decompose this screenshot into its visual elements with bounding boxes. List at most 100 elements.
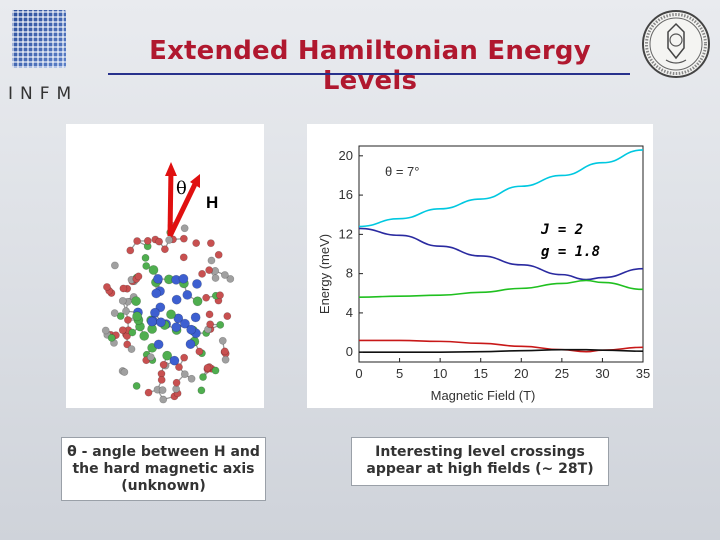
molecule-atom <box>197 386 206 395</box>
g-annotation: g = 1.8 <box>541 244 600 260</box>
energy-levels-chart: 0 5 10 15 20 25 30 35 0 4 8 12 16 20 θ = 7° J = 2 g =… <box>317 145 650 403</box>
molecule-atom <box>180 224 189 233</box>
molecule-atom <box>220 271 229 279</box>
molecule-atom <box>162 350 173 361</box>
crossings-caption-line-2: appear at high fields (~ 28T) <box>366 461 594 477</box>
molecule-atom <box>101 326 110 335</box>
y-axis-label: Energy (meV) <box>317 234 332 314</box>
molecule-atom <box>169 355 180 366</box>
molecule-atom <box>118 296 127 305</box>
molecule-atom <box>165 236 174 244</box>
y-tick-label: 4 <box>346 305 353 320</box>
chart-plot-area <box>358 145 644 363</box>
university-seal-icon <box>642 10 710 78</box>
molecule-atom <box>103 283 111 291</box>
x-axis-label: Magnetic Field (T) <box>431 388 536 403</box>
theta-caption: θ - angle between H and the hard magneti… <box>61 437 266 501</box>
molecule-atom <box>182 290 193 300</box>
molecule-atom <box>179 253 188 262</box>
molecule-atom <box>128 328 137 337</box>
molecule-atom <box>119 284 128 293</box>
molecule-atom <box>180 370 189 379</box>
infm-logo-mark <box>12 10 66 68</box>
molecule-atom <box>207 256 216 265</box>
molecule-atom <box>190 312 201 323</box>
title-rule <box>108 73 630 75</box>
molecule-atom <box>220 347 229 356</box>
molecule-atom <box>151 288 162 299</box>
crossings-caption-line-1: Interesting level crossings <box>375 444 585 460</box>
infm-logo-text: INFM <box>8 84 79 104</box>
j-annotation: J = 2 <box>540 222 583 238</box>
energy-level-series-5 <box>359 348 644 353</box>
x-tick-label: 30 <box>595 366 609 381</box>
molecule-atom <box>223 312 232 321</box>
molecule-atom <box>202 293 211 302</box>
molecule-atom <box>192 239 201 248</box>
x-tick-label: 5 <box>396 366 403 381</box>
field-arrowhead <box>190 174 200 188</box>
field-h-label: H <box>206 193 218 212</box>
molecule-atom <box>171 294 182 305</box>
field-arrow <box>167 178 200 238</box>
x-tick-label: 25 <box>555 366 569 381</box>
molecule-atom <box>173 313 184 324</box>
molecule-atom <box>171 322 182 333</box>
energy-level-series-2 <box>358 227 644 281</box>
molecule-atom <box>139 331 150 341</box>
molecule-atom <box>211 366 220 375</box>
molecule-atom <box>159 360 168 369</box>
molecule-atom <box>148 265 159 275</box>
easy-axis-arrowhead <box>165 162 177 176</box>
molecule-atom <box>110 261 119 270</box>
molecule-atom <box>141 254 150 262</box>
molecule-atom <box>144 388 153 397</box>
molecule-atom <box>198 269 206 278</box>
molecule-atom <box>195 347 204 356</box>
molecule-atom <box>206 239 215 248</box>
molecule-atom <box>155 237 164 246</box>
energy-level-series-3 <box>358 279 644 298</box>
molecule-atom <box>120 368 129 376</box>
x-tick-label: 0 <box>355 366 362 381</box>
molecule-atom <box>147 316 157 327</box>
molecule-atom <box>218 336 227 345</box>
molecule-atom <box>211 274 220 282</box>
molecule-atom <box>159 395 168 404</box>
energy-chart-panel: 0 5 10 15 20 25 30 35 0 4 8 12 16 20 θ = 7° J = 2 g =… <box>307 124 653 408</box>
energy-level-series-1 <box>358 149 644 228</box>
molecule-atom <box>185 339 196 350</box>
crossings-caption: Interesting level crossings appear at hi… <box>351 437 609 486</box>
easy-axis-arrow <box>167 167 174 237</box>
x-tick-label: 35 <box>636 366 650 381</box>
molecule-atom <box>160 245 169 254</box>
theta-label: θ <box>176 178 187 199</box>
molecule-atom <box>122 307 130 316</box>
molecule-cluster <box>101 221 235 404</box>
molecule-illustration: θ H <box>101 162 235 404</box>
theta-caption-line-3: (unknown) <box>121 478 206 494</box>
slide-title: Extended Hamiltonian Energy Levels <box>149 36 591 96</box>
molecule-atom <box>124 316 132 324</box>
theta-caption-line-1: θ - angle between H and <box>67 444 260 460</box>
x-tick-label: 10 <box>433 366 447 381</box>
molecule-atom <box>133 237 142 245</box>
molecule-atom <box>226 275 235 283</box>
y-tick-label: 16 <box>339 187 353 202</box>
molecule-atom <box>118 326 127 335</box>
molecule-atom <box>205 310 214 319</box>
molecule-atom <box>127 345 136 354</box>
theta-caption-line-2: the hard magnetic axis <box>72 461 255 477</box>
molecule-atom <box>132 382 141 390</box>
molecule-atom <box>192 279 202 289</box>
molecule-atom <box>107 333 116 342</box>
y-tick-label: 20 <box>339 148 353 163</box>
molecule-atom <box>146 353 155 362</box>
molecule-atom <box>203 363 212 372</box>
molecule-atom <box>187 374 196 383</box>
molecule-atom <box>172 378 181 387</box>
infm-logo: INFM <box>8 10 72 104</box>
molecule-atom <box>157 376 166 384</box>
molecule-atom <box>153 273 163 284</box>
molecule-atom <box>179 234 188 243</box>
